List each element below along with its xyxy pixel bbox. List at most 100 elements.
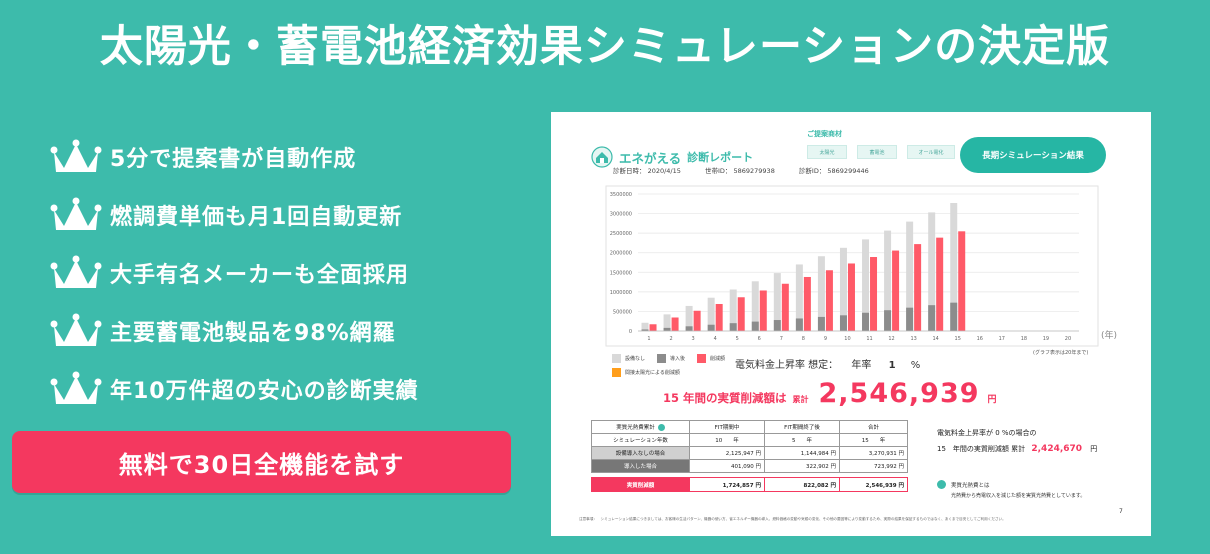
- info-icon: [657, 424, 665, 431]
- bar-reduction: [803, 276, 811, 331]
- savings-label: 15 年間の実質削減額は: [663, 391, 787, 405]
- bar-no-equipment: [928, 212, 936, 331]
- feature-item: 年10万件超の安心の診断実績: [50, 360, 419, 418]
- diagnosis-date: 診断日時： 2020/4/15: [613, 167, 681, 175]
- row-label: 導入した場合: [591, 459, 690, 473]
- row-label: シミュレーション年数: [591, 433, 690, 447]
- legend-item: 削減額: [697, 354, 725, 363]
- table-cell: 2,125,947 円: [689, 446, 765, 460]
- table-cell: 15 年: [839, 433, 908, 447]
- x-tick-label: 5: [736, 336, 739, 342]
- house-logo-icon: [591, 146, 613, 168]
- feature-item: 燃調費単価も月1回自動更新: [50, 186, 419, 244]
- feature-item: 5分で提案書が自動作成: [50, 128, 419, 186]
- table-cell: 322,902 円: [764, 459, 840, 473]
- y-tick-label: 500000: [613, 309, 632, 315]
- y-tick-label: 2500000: [610, 231, 632, 237]
- x-tick-label: 3: [692, 336, 695, 342]
- zero-rise-line2: 15 年間の実質削減額 累計 2,424,670 円: [937, 444, 1097, 454]
- bar-no-equipment: [950, 203, 958, 331]
- chip-solar: 太陽光: [807, 145, 847, 159]
- bar-reduction: [892, 250, 900, 331]
- chip-battery: 蓄電池: [857, 145, 897, 159]
- report-meta: 診断日時： 2020/4/15 世帯ID： 5869279938 診断ID： 5…: [613, 165, 891, 175]
- table-cell: 2,546,939 円: [839, 477, 908, 492]
- graph-years-note: (グラフ表示は20年まで): [1033, 350, 1089, 356]
- table-cell: 1,724,857 円: [689, 477, 765, 492]
- bar-reduction: [825, 270, 833, 331]
- bar-reduction: [649, 324, 657, 331]
- rise-rate-prefix: 年率: [851, 360, 872, 371]
- bar-no-equipment: [729, 289, 737, 331]
- bar-no-equipment: [773, 273, 781, 331]
- table-header: FIT期間終了後: [764, 420, 840, 434]
- bar-no-equipment: [663, 314, 671, 331]
- legend-swatch: [612, 354, 621, 363]
- feature-item: 大手有名メーカーも全面採用: [50, 244, 419, 302]
- x-tick-label: 7: [780, 336, 783, 342]
- bar-after-install: [817, 316, 825, 331]
- rise-label: 電気料金上昇率 想定：: [735, 360, 839, 371]
- bar-reduction: [870, 257, 878, 331]
- row-label: 設備導入なしの場合: [591, 446, 690, 460]
- crown-icon: [50, 371, 102, 404]
- table-row: 導入した場合 401,090 円 322,902 円 723,992 円: [591, 459, 908, 473]
- table-cell: 822,082 円: [764, 477, 840, 492]
- feature-text: 主要蓄電池製品を98%網羅: [110, 321, 396, 346]
- info-icon: [937, 480, 946, 489]
- table-header-row: 実質光熱費累計 FIT期間中 FIT期間終了後 合計: [591, 420, 908, 434]
- rise-assumption: 電気料金上昇率 想定： 年率 1 %: [735, 356, 920, 371]
- x-tick-label: 4: [714, 336, 717, 342]
- bar-reduction: [914, 244, 922, 331]
- legend-swatch: [612, 368, 621, 377]
- page-number: 7: [1119, 508, 1123, 515]
- y-tick-label: 1000000: [610, 290, 632, 296]
- x-tick-label: 18: [1021, 336, 1027, 342]
- x-tick-label: 11: [866, 336, 872, 342]
- feature-text: 5分で提案書が自動作成: [110, 147, 357, 172]
- rise-rate: 1: [888, 360, 896, 371]
- x-axis-unit: (年): [1101, 331, 1118, 341]
- y-tick-label: 3000000: [610, 212, 632, 218]
- bar-no-equipment: [707, 297, 715, 331]
- bar-no-equipment: [795, 264, 803, 331]
- legend-item: 設備なし: [612, 354, 645, 363]
- feature-item: 主要蓄電池製品を98%網羅: [50, 302, 419, 360]
- legend-swatch: [697, 354, 707, 363]
- bar-after-install: [751, 321, 759, 331]
- long-term-simulation-button[interactable]: 長期シミュレーション結果: [960, 137, 1106, 173]
- legend-swatch: [657, 354, 667, 363]
- free-trial-button[interactable]: 無料で30日全機能を試す: [12, 431, 511, 493]
- bar-no-equipment: [817, 256, 825, 331]
- table-header: FIT期間中: [689, 420, 765, 434]
- bar-after-install: [884, 310, 892, 331]
- x-tick-label: 20: [1065, 336, 1071, 342]
- explanation-body: 光熱費から売電収入を減じた額を実質光熱費としています。: [951, 493, 1086, 499]
- x-tick-label: 19: [1043, 336, 1049, 342]
- x-tick-label: 9: [824, 336, 827, 342]
- bar-reduction: [781, 283, 789, 331]
- feature-text: 燃調費単価も月1回自動更新: [110, 205, 403, 230]
- total-savings: 15 年間の実質削減額は 累計 2,546,939 円: [663, 378, 997, 409]
- savings-amount: 2,546,939: [818, 378, 980, 409]
- bar-after-install: [773, 320, 781, 331]
- legend-item: 導入後: [657, 354, 685, 363]
- report-preview: エネがえる 診断レポート 診断日時： 2020/4/15 世帯ID： 58692…: [551, 112, 1151, 536]
- bar-reduction: [715, 303, 723, 331]
- bar-no-equipment: [862, 239, 870, 331]
- brand-name: エネがえる: [619, 150, 682, 166]
- x-tick-label: 10: [844, 336, 850, 342]
- bar-after-install: [928, 305, 936, 331]
- chip-all-electric: オール電化: [907, 145, 955, 159]
- x-tick-label: 2: [669, 336, 672, 342]
- chart-legend: 設備なし 導入後 削減額: [612, 354, 737, 363]
- x-tick-label: 17: [999, 336, 1005, 342]
- bar-after-install: [707, 324, 715, 331]
- x-tick-label: 12: [888, 336, 894, 342]
- bar-no-equipment: [685, 305, 693, 331]
- table-cell: 3,270,931 円: [839, 446, 908, 460]
- feature-text: 大手有名メーカーも全面採用: [110, 263, 410, 288]
- bar-reduction: [847, 263, 855, 331]
- savings-small: 累計: [792, 395, 809, 404]
- y-tick-label: 2000000: [610, 251, 632, 257]
